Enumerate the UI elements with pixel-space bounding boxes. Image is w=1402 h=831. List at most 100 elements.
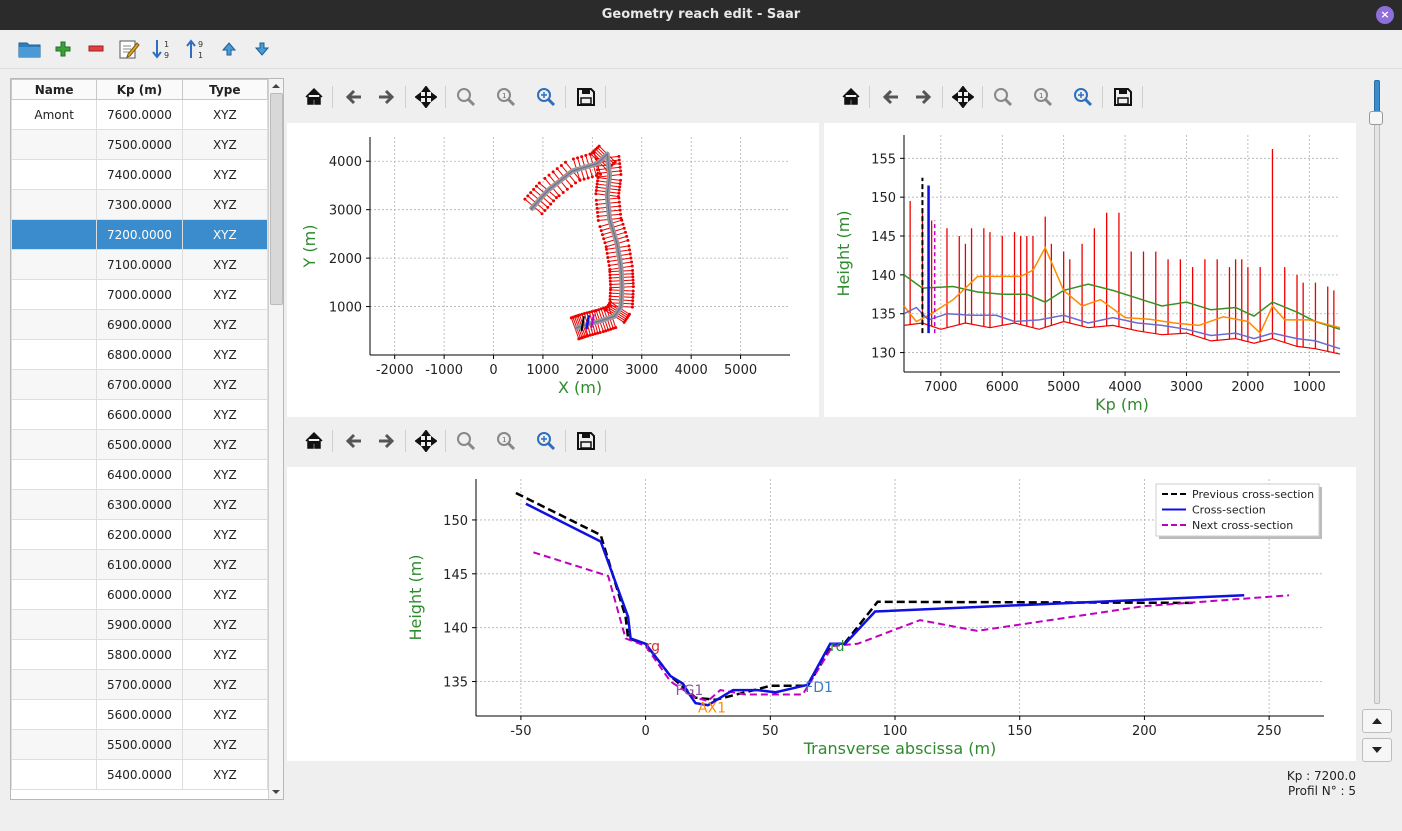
- cell-name[interactable]: [11, 339, 98, 370]
- zoom-limits-button[interactable]: 1: [493, 85, 519, 109]
- zoom-button[interactable]: [990, 85, 1016, 109]
- profile-slider-track[interactable]: [1374, 80, 1380, 704]
- cell-type[interactable]: XYZ: [181, 579, 269, 610]
- cell-kp[interactable]: 5700.0000: [96, 669, 183, 700]
- pan-button[interactable]: [413, 85, 439, 109]
- cell-kp[interactable]: 6000.0000: [96, 579, 183, 610]
- cross-section-plot[interactable]: -50 0 50 100 150 200 250 135 140 145 150 Transverse…: [287, 467, 1356, 761]
- zoom-limits-button[interactable]: 1: [493, 429, 519, 453]
- zoom-fit-button[interactable]: [533, 85, 559, 109]
- save-figure-button[interactable]: [1110, 85, 1136, 109]
- cell-name[interactable]: [11, 309, 98, 340]
- cell-kp[interactable]: 6500.0000: [96, 429, 183, 460]
- cell-kp[interactable]: 6200.0000: [96, 519, 183, 550]
- cell-type[interactable]: XYZ: [181, 489, 269, 520]
- scroll-up-icon[interactable]: [269, 80, 283, 92]
- table-row[interactable]: 7000.0000 XYZ: [11, 279, 269, 310]
- cell-type[interactable]: XYZ: [181, 609, 269, 640]
- cell-name[interactable]: [11, 729, 98, 760]
- table-row[interactable]: 6700.0000 XYZ: [11, 369, 269, 400]
- cell-type[interactable]: XYZ: [181, 459, 269, 490]
- cell-name[interactable]: [11, 369, 98, 400]
- back-button[interactable]: [341, 85, 367, 109]
- cell-name[interactable]: [11, 669, 98, 700]
- cell-name[interactable]: [11, 429, 98, 460]
- table-row[interactable]: 5500.0000 XYZ: [11, 729, 269, 760]
- zoom-fit-button[interactable]: [533, 429, 559, 453]
- table-scrollbar-thumb[interactable]: [270, 93, 283, 305]
- zoom-limits-button[interactable]: 1: [1030, 85, 1056, 109]
- cell-type[interactable]: XYZ: [181, 699, 269, 730]
- cell-kp[interactable]: 7600.0000: [96, 99, 183, 130]
- cell-type[interactable]: XYZ: [181, 309, 269, 340]
- cell-type[interactable]: XYZ: [181, 219, 269, 250]
- forward-button[interactable]: [373, 429, 399, 453]
- cell-type[interactable]: XYZ: [181, 339, 269, 370]
- cell-name[interactable]: [11, 579, 98, 610]
- edit-button[interactable]: [117, 38, 141, 60]
- cell-kp[interactable]: 5800.0000: [96, 639, 183, 670]
- cell-type[interactable]: XYZ: [181, 279, 269, 310]
- home-button[interactable]: [301, 85, 327, 109]
- home-button[interactable]: [301, 429, 327, 453]
- cell-name[interactable]: [11, 489, 98, 520]
- back-button[interactable]: [341, 429, 367, 453]
- table-row[interactable]: 6800.0000 XYZ: [11, 339, 269, 370]
- cell-name[interactable]: [11, 189, 98, 220]
- table-row[interactable]: 5400.0000 XYZ: [11, 759, 269, 790]
- zoom-fit-button[interactable]: [1070, 85, 1096, 109]
- cell-type[interactable]: XYZ: [181, 549, 269, 580]
- pan-button[interactable]: [413, 429, 439, 453]
- cell-name[interactable]: [11, 219, 98, 250]
- table-row[interactable]: 6100.0000 XYZ: [11, 549, 269, 580]
- column-header-name[interactable]: Name: [11, 79, 98, 100]
- cell-kp[interactable]: 5500.0000: [96, 729, 183, 760]
- save-figure-button[interactable]: [573, 429, 599, 453]
- cell-type[interactable]: XYZ: [181, 159, 269, 190]
- longitudinal-plot[interactable]: 7000 6000 5000 4000 3000 2000 1000 130 135 140 145…: [824, 123, 1356, 417]
- cell-type[interactable]: XYZ: [181, 249, 269, 280]
- cell-name[interactable]: [11, 639, 98, 670]
- cell-type[interactable]: XYZ: [181, 429, 269, 460]
- cell-name[interactable]: [11, 159, 98, 190]
- table-row[interactable]: 6400.0000 XYZ: [11, 459, 269, 490]
- cell-name[interactable]: [11, 549, 98, 580]
- column-header-type[interactable]: Type: [181, 79, 269, 100]
- cell-type[interactable]: XYZ: [181, 519, 269, 550]
- cell-kp[interactable]: 6700.0000: [96, 369, 183, 400]
- move-up-button[interactable]: [217, 38, 241, 60]
- cell-kp[interactable]: 5600.0000: [96, 699, 183, 730]
- cell-kp[interactable]: 6800.0000: [96, 339, 183, 370]
- cell-name[interactable]: [11, 279, 98, 310]
- back-button[interactable]: [878, 85, 904, 109]
- open-folder-button[interactable]: [18, 38, 42, 60]
- cell-name[interactable]: [11, 519, 98, 550]
- cell-name[interactable]: [11, 759, 98, 790]
- table-row[interactable]: Amont 7600.0000 XYZ: [11, 99, 269, 130]
- close-window-button[interactable]: ×: [1376, 6, 1394, 24]
- cell-name[interactable]: [11, 129, 98, 160]
- cell-kp[interactable]: 7300.0000: [96, 189, 183, 220]
- table-row[interactable]: 5600.0000 XYZ: [11, 699, 269, 730]
- home-button[interactable]: [838, 85, 864, 109]
- scroll-down-icon[interactable]: [269, 786, 283, 798]
- cell-kp[interactable]: 7400.0000: [96, 159, 183, 190]
- save-figure-button[interactable]: [573, 85, 599, 109]
- cell-kp[interactable]: 5400.0000: [96, 759, 183, 790]
- table-row[interactable]: 6500.0000 XYZ: [11, 429, 269, 460]
- table-row[interactable]: 5700.0000 XYZ: [11, 669, 269, 700]
- zoom-button[interactable]: [453, 429, 479, 453]
- previous-profile-button[interactable]: [1362, 709, 1392, 733]
- table-row[interactable]: 6200.0000 XYZ: [11, 519, 269, 550]
- cell-kp[interactable]: 7100.0000: [96, 249, 183, 280]
- table-row[interactable]: 6300.0000 XYZ: [11, 489, 269, 520]
- table-row[interactable]: 7500.0000 XYZ: [11, 129, 269, 160]
- table-row[interactable]: 7200.0000 XYZ: [11, 219, 269, 250]
- cell-type[interactable]: XYZ: [181, 759, 269, 790]
- cell-kp[interactable]: 7200.0000: [96, 219, 183, 250]
- cell-name[interactable]: [11, 609, 98, 640]
- add-button[interactable]: [51, 38, 75, 60]
- cell-type[interactable]: XYZ: [181, 369, 269, 400]
